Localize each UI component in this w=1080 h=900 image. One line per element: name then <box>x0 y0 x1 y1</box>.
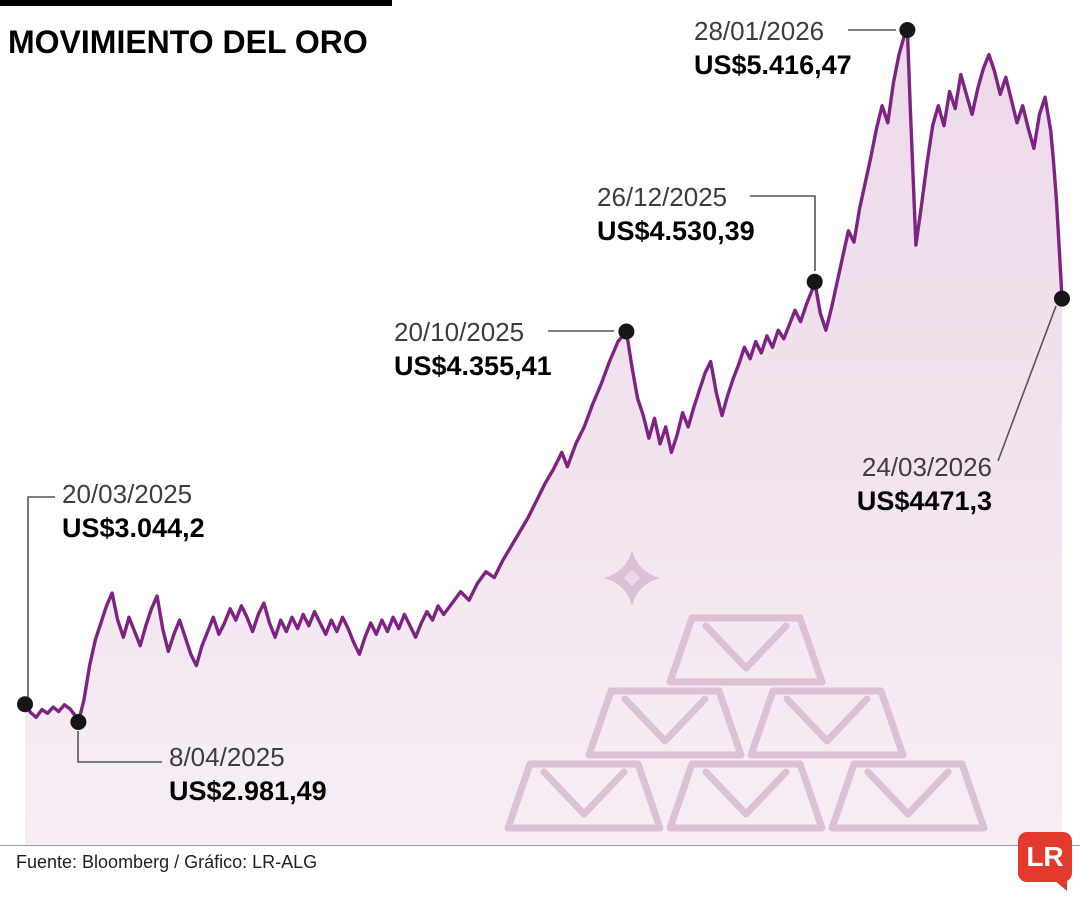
price-line <box>23 28 1064 724</box>
gold-bar-mark <box>540 768 628 818</box>
marker-dot <box>618 323 635 340</box>
marker-dots <box>17 22 1070 730</box>
marker-dot <box>806 273 823 290</box>
annotation-value: US$4.355,41 <box>394 351 552 381</box>
connector-line <box>750 195 816 271</box>
annotation-date: 8/04/2025 <box>169 742 285 772</box>
gold-bar-icon <box>666 614 826 686</box>
marker-dot <box>17 696 33 713</box>
connector-line <box>997 305 1057 462</box>
annotation-20-10-2025: 20/10/2025 US$4.355,41 <box>394 317 552 382</box>
sparkle-hole <box>624 570 640 586</box>
annotation-value: US$2.981,49 <box>169 776 327 806</box>
title-accent-bar <box>0 0 392 6</box>
lr-logo-text: LR <box>1026 841 1064 872</box>
gold-bar-mark <box>783 695 871 745</box>
marker-dot <box>70 714 87 730</box>
gold-bar-icon <box>828 760 988 832</box>
connector-line <box>77 731 162 763</box>
source-credit: Fuente: Bloomberg / Gráfico: LR-ALG <box>16 852 318 872</box>
annotation-value: US$3.044,2 <box>62 513 205 543</box>
annotation-connectors <box>27 29 1057 763</box>
annotation-26-12-2025: 26/12/2025 US$4.530,39 <box>597 182 755 247</box>
annotation-date: 20/03/2025 <box>62 479 193 509</box>
footer-divider <box>0 845 1080 846</box>
annotation-8-04-2025: 8/04/2025 US$2.981,49 <box>169 742 327 807</box>
gold-bar-icon <box>504 760 664 832</box>
annotation-24-03-2026: 24/03/2026 US$4471,3 <box>857 452 992 517</box>
gold-bar-mark <box>702 768 790 818</box>
lr-logo-tail <box>1054 880 1067 891</box>
annotation-date: 24/03/2026 <box>861 452 992 482</box>
annotation-value: US$5.416,47 <box>694 50 852 80</box>
annotation-value: US$4.530,39 <box>597 216 755 246</box>
gold-bars-watermark <box>504 550 988 832</box>
price-area-fill <box>25 30 1062 845</box>
connector-line <box>27 496 55 698</box>
marker-dot <box>1054 290 1070 307</box>
annotation-date: 26/12/2025 <box>597 182 728 212</box>
marker-dot <box>899 22 916 38</box>
lr-logo: LR <box>1018 832 1072 891</box>
gold-bar-icon <box>747 687 907 759</box>
page-title: MOVIMIENTO DEL ORO <box>8 24 368 60</box>
gold-bar-mark <box>864 768 952 818</box>
gold-bar-icon <box>666 760 826 832</box>
annotation-date: 20/10/2025 <box>394 317 525 347</box>
annotation-date: 28/01/2026 <box>694 16 825 46</box>
gold-bar-icon <box>585 687 745 759</box>
annotation-20-03-2025: 20/03/2025 US$3.044,2 <box>62 479 205 544</box>
gold-bar-mark <box>702 622 790 672</box>
gold-bar-mark <box>621 695 709 745</box>
annotation-28-01-2026: 28/01/2026 US$5.416,47 <box>694 16 852 81</box>
annotation-value: US$4471,3 <box>856 486 992 516</box>
